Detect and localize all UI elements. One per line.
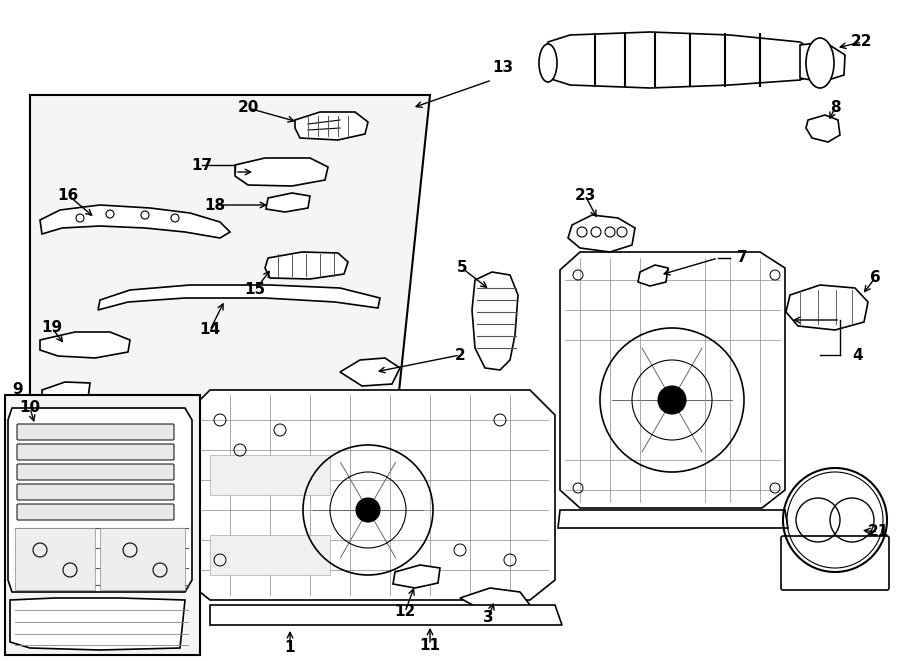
FancyBboxPatch shape (781, 536, 889, 590)
Text: 23: 23 (574, 188, 596, 202)
Polygon shape (5, 395, 200, 655)
Ellipse shape (539, 44, 557, 82)
Polygon shape (10, 598, 185, 650)
Polygon shape (30, 95, 430, 430)
Polygon shape (210, 605, 562, 625)
Text: 13: 13 (492, 61, 513, 75)
Text: 9: 9 (13, 383, 23, 397)
Polygon shape (8, 408, 192, 592)
Polygon shape (340, 358, 400, 386)
Text: 16: 16 (58, 188, 78, 202)
Text: 22: 22 (851, 34, 873, 50)
Polygon shape (545, 32, 820, 88)
Polygon shape (295, 112, 368, 140)
Text: 1: 1 (284, 641, 295, 656)
Polygon shape (786, 285, 868, 330)
Text: 5: 5 (456, 260, 467, 276)
Text: 21: 21 (868, 524, 888, 539)
Text: 6: 6 (869, 270, 880, 286)
Text: 4: 4 (852, 348, 863, 362)
Polygon shape (558, 510, 788, 528)
Polygon shape (568, 215, 635, 252)
Polygon shape (560, 252, 785, 508)
Polygon shape (265, 252, 348, 279)
FancyBboxPatch shape (17, 484, 174, 500)
Circle shape (658, 386, 686, 414)
Text: 7: 7 (737, 251, 747, 266)
Polygon shape (185, 390, 555, 600)
Polygon shape (40, 332, 130, 358)
FancyBboxPatch shape (17, 444, 174, 460)
Text: 15: 15 (245, 282, 266, 297)
Text: 3: 3 (482, 611, 493, 625)
Text: 17: 17 (192, 157, 212, 173)
Polygon shape (210, 455, 330, 495)
Text: 10: 10 (20, 401, 40, 416)
Polygon shape (393, 565, 440, 588)
FancyBboxPatch shape (17, 424, 174, 440)
Text: 20: 20 (238, 100, 258, 116)
Text: 2: 2 (454, 348, 465, 362)
Polygon shape (638, 265, 668, 286)
Text: 14: 14 (200, 323, 220, 338)
Circle shape (356, 498, 380, 522)
Text: 18: 18 (204, 198, 226, 212)
Polygon shape (100, 528, 185, 590)
Polygon shape (98, 285, 380, 310)
Text: 12: 12 (394, 605, 416, 619)
FancyBboxPatch shape (17, 464, 174, 480)
Polygon shape (460, 588, 530, 616)
Polygon shape (472, 272, 518, 370)
Polygon shape (800, 42, 845, 82)
Polygon shape (40, 205, 230, 238)
Text: 11: 11 (419, 637, 440, 652)
Polygon shape (235, 158, 328, 186)
Polygon shape (210, 535, 330, 575)
Ellipse shape (806, 38, 834, 88)
Text: 19: 19 (41, 321, 63, 336)
Polygon shape (806, 115, 840, 142)
Polygon shape (266, 193, 310, 212)
FancyBboxPatch shape (17, 504, 174, 520)
Polygon shape (42, 382, 90, 404)
Text: 8: 8 (830, 100, 841, 116)
Polygon shape (58, 405, 115, 425)
Polygon shape (15, 528, 95, 590)
